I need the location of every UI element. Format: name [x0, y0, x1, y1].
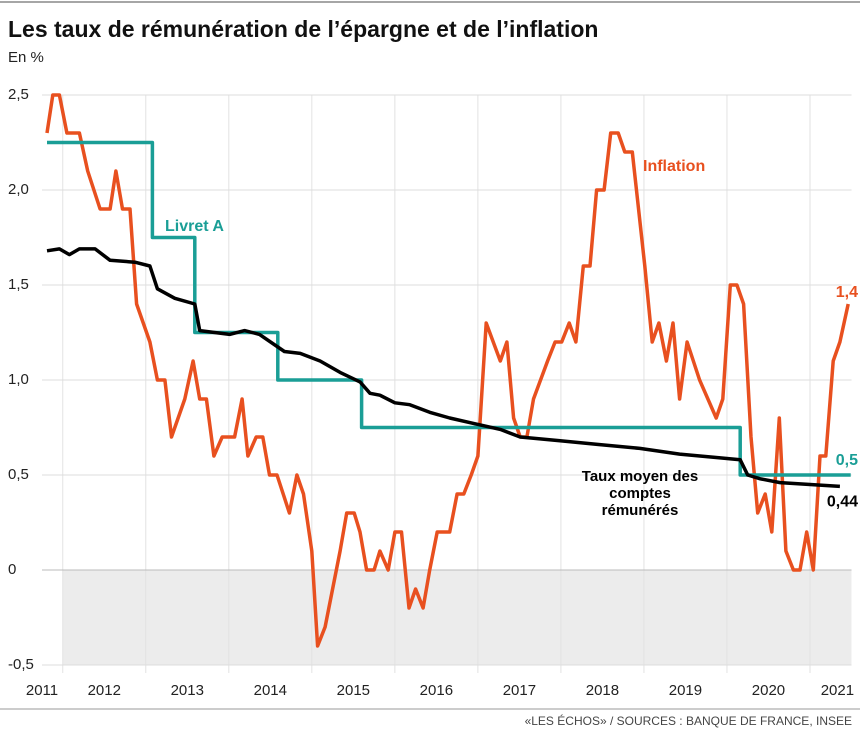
end-value-label: 0,5 [836, 452, 858, 469]
series-line [45, 93, 850, 648]
x-tick-label: 2011 [26, 682, 58, 699]
end-value-label: 1,4 [836, 284, 858, 301]
series-label: Taux moyen des comptes rémunérés [581, 468, 699, 519]
x-tick-label: 2019 [669, 682, 702, 699]
x-tick-label: 2013 [171, 682, 204, 699]
y-tick-label: 1,0 [8, 371, 29, 388]
chart-subtitle: En % [8, 49, 44, 66]
series-line [47, 140, 851, 477]
source: «LES ÉCHOS» / SOURCES : BANQUE DE FRANCE… [525, 713, 852, 728]
y-tick-label: 2,5 [8, 86, 29, 103]
x-tick-label: 2016 [420, 682, 453, 699]
series-line [46, 247, 841, 489]
x-tick-label: 2020 [752, 682, 785, 699]
x-tick-label: 2015 [337, 682, 370, 699]
y-tick-label: 0 [8, 561, 16, 578]
series-label: Inflation [643, 158, 705, 175]
series-label-box: Taux moyen des comptes rémunérés [581, 468, 699, 519]
series-label: Livret A [165, 218, 224, 235]
y-tick-label: -0,5 [8, 656, 34, 673]
x-tick-label: 2017 [503, 682, 536, 699]
chart-title: Les taux de rémunération de l’épargne et… [8, 16, 598, 42]
y-tick-label: 0,5 [8, 466, 29, 483]
x-tick-label: 2014 [254, 682, 287, 699]
end-value-label: 0,44 [827, 494, 858, 511]
negative-zone [62, 570, 852, 665]
x-tick-label: 2021 [821, 682, 854, 699]
y-tick-label: 2,0 [8, 181, 29, 198]
y-tick-label: 1,5 [8, 276, 29, 293]
x-tick-label: 2012 [88, 682, 121, 699]
x-tick-label: 2018 [586, 682, 619, 699]
